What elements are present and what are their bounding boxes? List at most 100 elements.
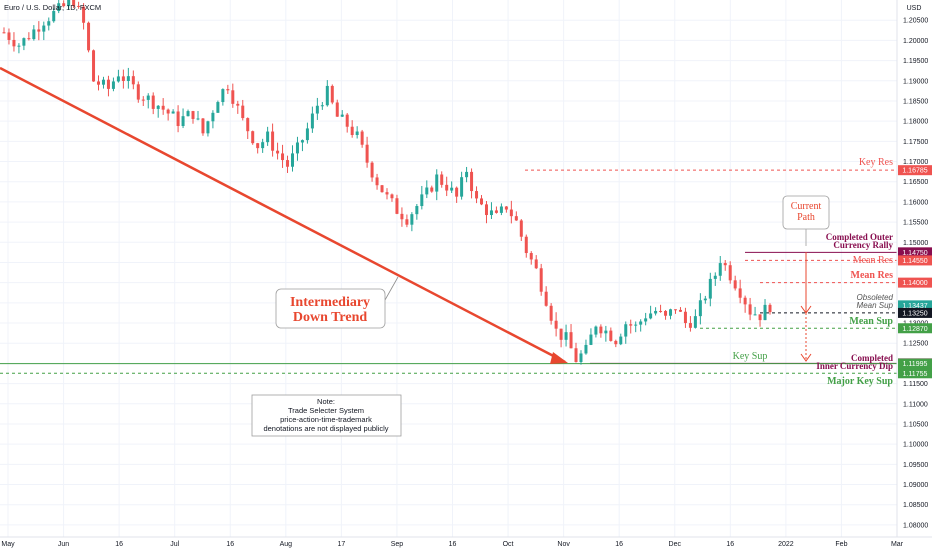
note-box[interactable]	[251, 394, 402, 437]
inner-dip-label-1: Completed	[851, 353, 893, 363]
time-axis-ticks[interactable]: May Jun 16 Jul 16 Aug 17 Sep 16 Oct Nov 16 Dec 16 2022…	[1, 541, 903, 548]
candle-body	[410, 214, 414, 225]
candle-body	[748, 304, 752, 315]
candle-body	[271, 131, 275, 151]
candle-body	[146, 95, 150, 100]
obsoleted-label-1: Obsoleted	[857, 293, 894, 302]
price-levels	[0, 169, 897, 374]
candle-body	[7, 32, 11, 40]
candle-body	[151, 95, 155, 109]
candle-body	[554, 320, 558, 329]
candle-body	[574, 348, 578, 363]
candle-body	[340, 114, 344, 117]
candle-body	[166, 109, 170, 114]
candle-body	[201, 118, 205, 134]
outer-rally-label-1: Completed Outer	[826, 232, 893, 242]
time-tick: 16	[226, 541, 234, 548]
note-line4: denotations are not displayed publicly	[263, 424, 388, 433]
candle-body	[683, 311, 687, 324]
candle-body	[82, 6, 86, 23]
candle-body	[723, 263, 727, 266]
candle-body	[380, 185, 384, 193]
candle-body	[42, 25, 46, 32]
price-label: 1.14550	[902, 258, 927, 265]
price-label-bg	[898, 307, 932, 318]
candle-body	[87, 22, 91, 51]
price-tick: 1.10500	[903, 421, 928, 428]
time-tick: Dec	[669, 541, 682, 548]
price-tick: 1.12500	[903, 341, 928, 348]
candle-body	[733, 280, 737, 289]
note-line3: price-action-time-trademark	[280, 415, 372, 424]
price-tick: 1.16000	[903, 199, 928, 206]
major-key-sup-label: Major Key Sup	[827, 376, 893, 387]
candle-body	[246, 118, 250, 132]
candle-body	[524, 236, 528, 254]
price-tick: 1.17500	[903, 139, 928, 146]
price-label-bg	[898, 165, 932, 176]
time-tick: 16	[115, 541, 123, 548]
candle-body	[236, 103, 240, 106]
time-tick: Jul	[170, 541, 179, 548]
price-tick: 1.19500	[903, 58, 928, 65]
trend-callout-box[interactable]	[275, 288, 386, 329]
candle-body	[266, 131, 270, 143]
candle-body	[718, 263, 722, 276]
candle-body	[261, 142, 265, 149]
candle-body	[350, 126, 354, 135]
candle-body	[121, 76, 125, 81]
candle-body	[589, 334, 593, 345]
candle-body	[47, 21, 51, 26]
candle-body	[435, 174, 439, 192]
candle-body	[405, 219, 409, 225]
candle-body	[156, 105, 160, 109]
candle-body	[370, 162, 374, 178]
price-tick: 1.20000	[903, 38, 928, 45]
candle-body	[196, 118, 200, 120]
candle-body	[12, 39, 16, 47]
candle-body	[251, 131, 255, 144]
price-axis-bg[interactable]	[897, 0, 932, 537]
candle-body	[609, 330, 613, 341]
price-label-bg	[898, 300, 932, 311]
price-tick: 1.20500	[903, 18, 928, 25]
price-tick: 1.16500	[903, 179, 928, 186]
candle-body	[126, 76, 130, 81]
candle-body	[385, 192, 389, 195]
time-tick: Feb	[835, 541, 847, 548]
mean-res-label-1: Mean Res	[853, 255, 893, 266]
candle-body	[211, 112, 215, 122]
candle-body	[22, 38, 26, 46]
candle-body	[564, 332, 568, 340]
candle-body	[216, 102, 220, 113]
time-tick: May	[1, 541, 15, 548]
candle-body	[654, 310, 658, 314]
price-label-bg	[898, 277, 932, 288]
candle-body	[286, 160, 290, 167]
candle-body	[509, 209, 513, 217]
candle-body	[484, 204, 488, 216]
price-label-bg	[898, 247, 932, 258]
downtrend-line[interactable]	[0, 66, 566, 364]
candle-body	[77, 5, 81, 7]
time-tick: Jun	[58, 541, 69, 548]
key-sup-label: Key Sup	[733, 351, 768, 362]
price-tick: 1.11000	[903, 401, 928, 408]
candle-body	[226, 89, 230, 91]
candle-body	[693, 316, 697, 328]
candle-body	[708, 278, 712, 299]
candle-body	[559, 328, 563, 340]
candle-body	[673, 309, 677, 311]
candle-body	[499, 206, 503, 213]
candle-body	[116, 76, 120, 82]
candle-body	[111, 81, 115, 89]
symbol-title[interactable]: Euro / U.S. Dollar, 1D, FXCM	[4, 3, 101, 12]
candle-body	[310, 113, 314, 129]
candle-body	[136, 84, 140, 100]
downtrend-arrowhead	[550, 352, 568, 364]
candle-body	[504, 206, 508, 210]
candle-body	[604, 330, 608, 334]
price-label-bg	[898, 368, 932, 379]
